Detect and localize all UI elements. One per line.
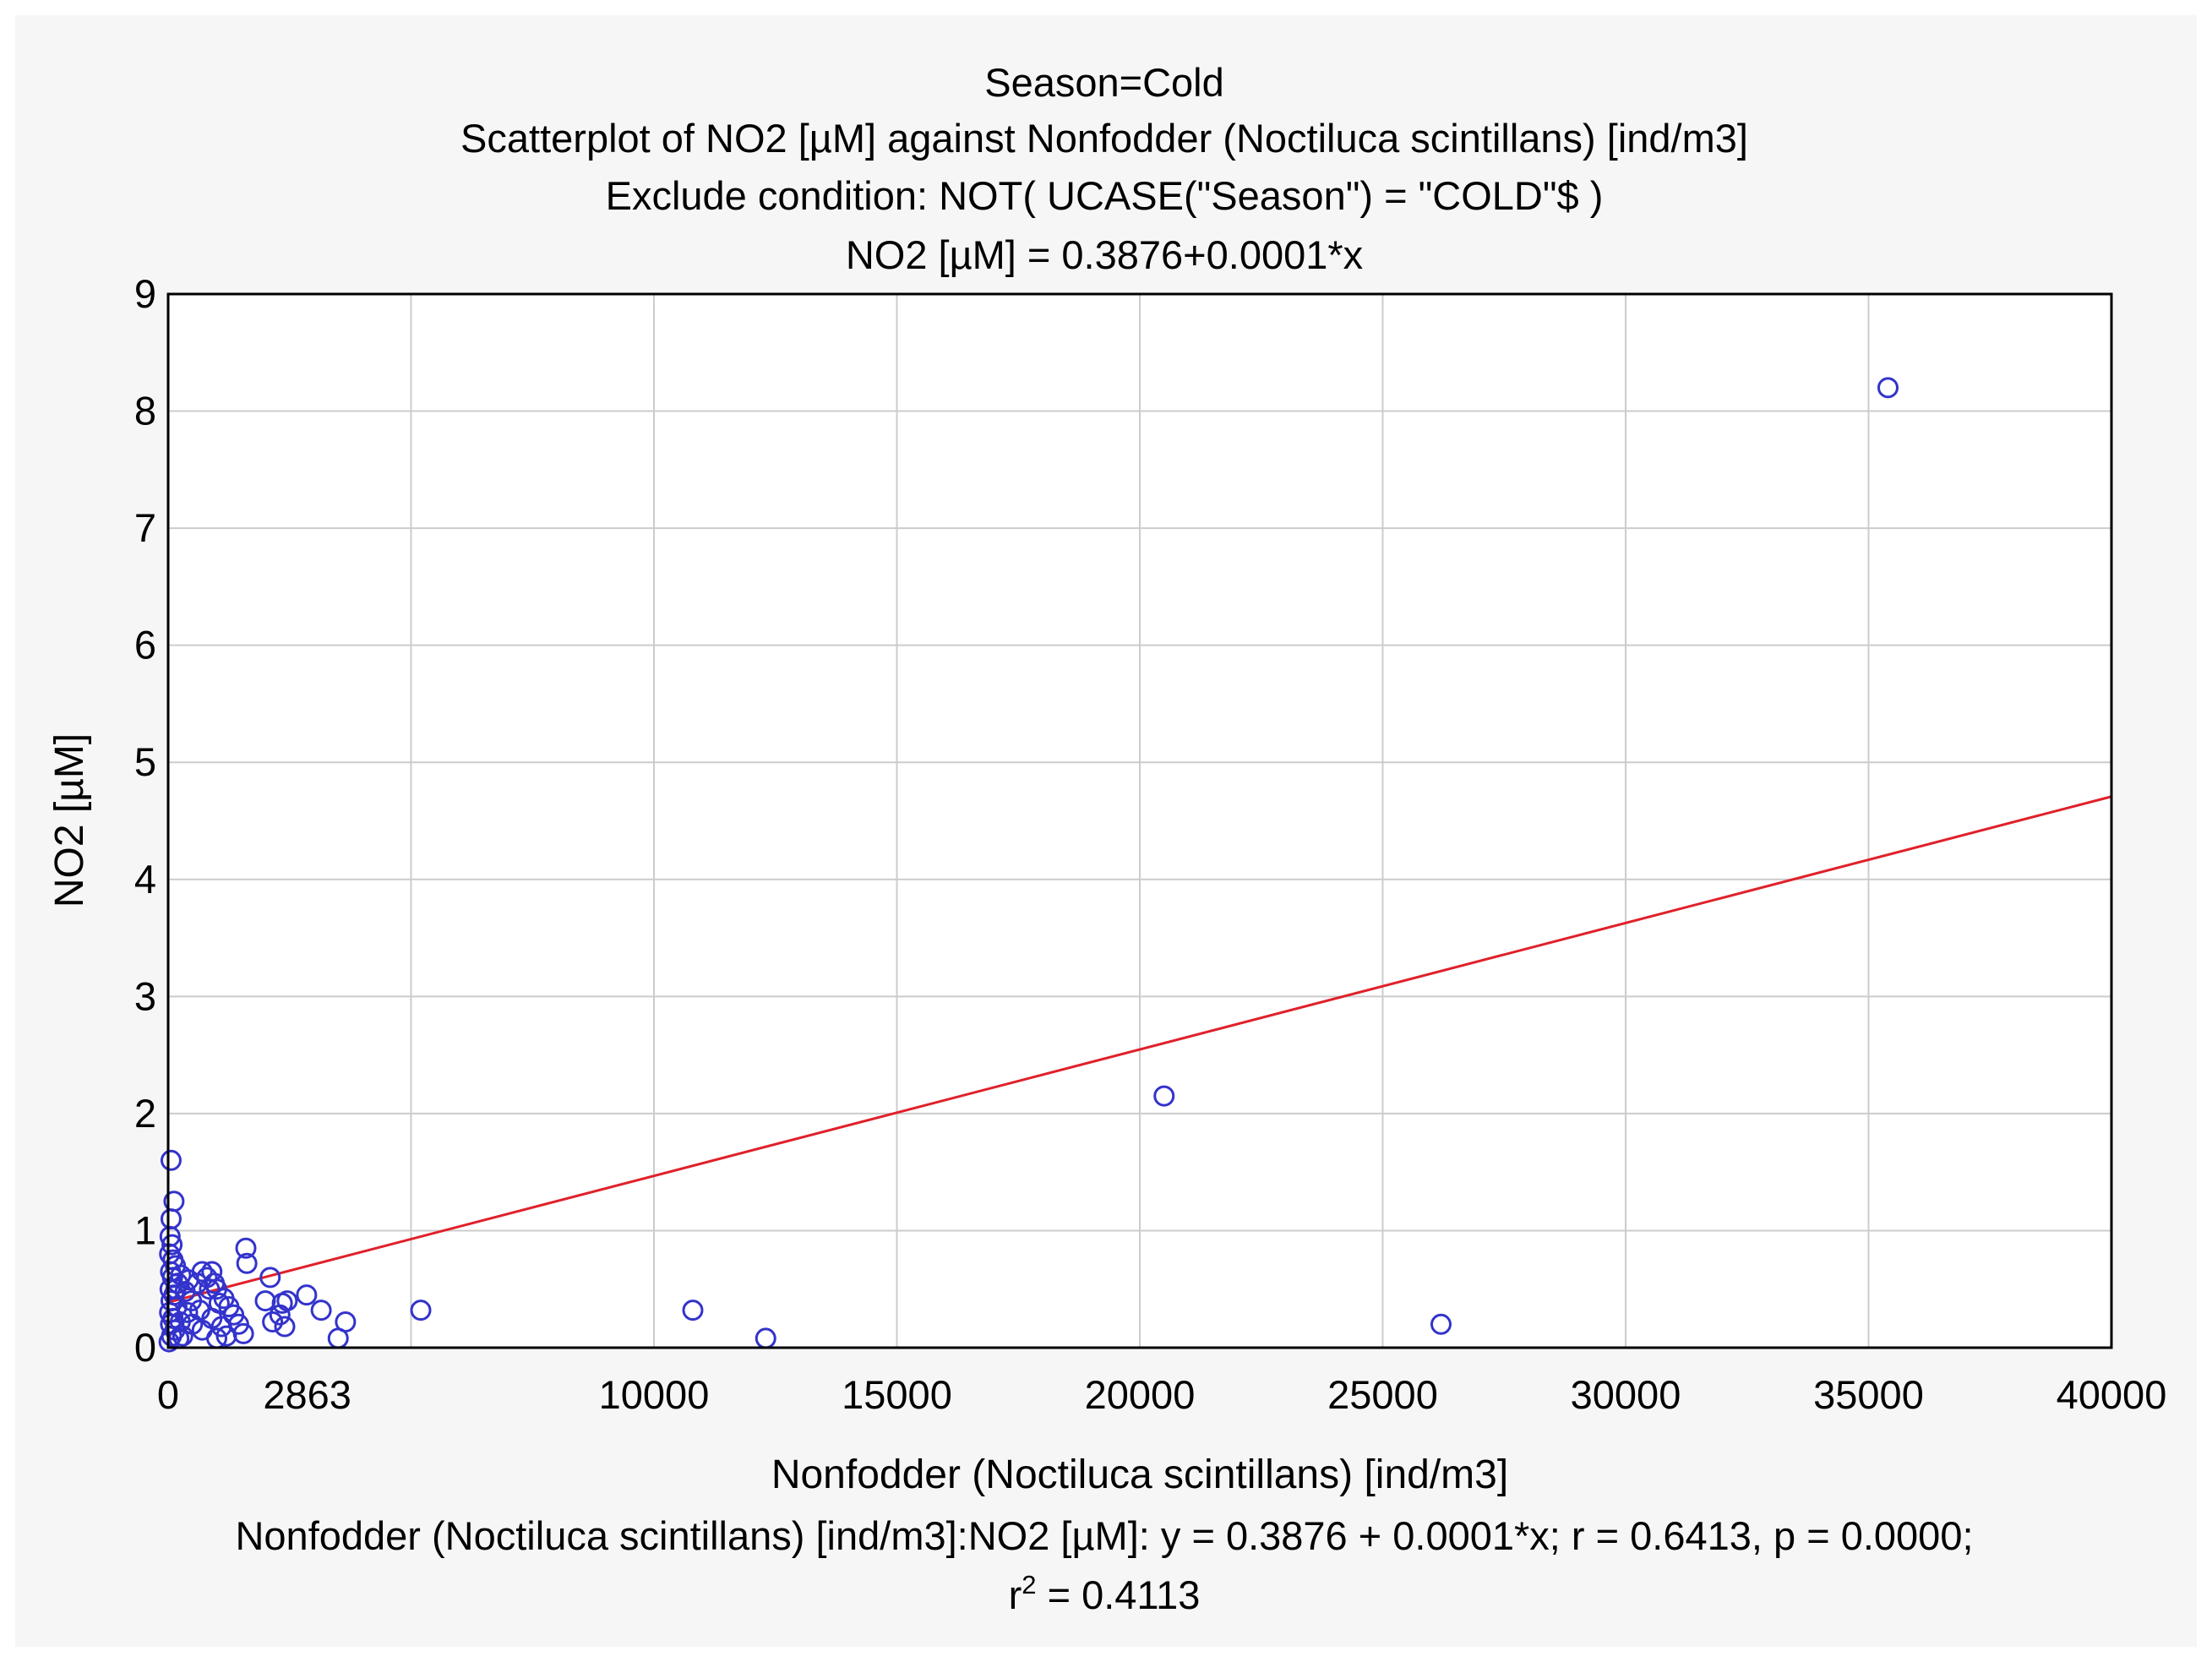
data-point [335,1311,357,1333]
r-squared-number: = 0.4113 [1037,1572,1201,1617]
data-point [259,1267,281,1289]
chart-title: Season=Cold Scatterplot of NO2 [µM] agai… [460,60,1748,277]
y-tick-label: 1 [134,1207,156,1252]
data-point [296,1284,318,1306]
data-point [410,1300,432,1321]
y-tick-label: 3 [134,973,156,1018]
data-point [160,1149,182,1171]
x-tick-label: 0 [157,1372,179,1417]
data-point [169,1311,191,1333]
data-point [235,1237,257,1259]
data-point [274,1316,296,1338]
data-point [165,1278,187,1300]
y-tick-label: 0 [134,1325,156,1370]
y-tick-label: 8 [134,389,156,433]
scatterplot-chart: Season=Cold Scatterplot of NO2 [µM] agai… [47,60,2166,1617]
x-tick-label: 10000 [599,1372,710,1417]
data-points [158,377,1899,1353]
x-axis-tick-labels: 0 2863 10000 15000 20000 25000 30000 35000 40000 [157,1372,2166,1417]
regression-line [167,795,2112,1304]
title-line-season: Season=Cold [984,60,1224,105]
chart-panel: Season=Cold Scatterplot of NO2 [µM] agai… [15,15,2197,1647]
r-squared-exponent: 2 [1022,1570,1036,1599]
x-tick-label: 20000 [1085,1372,1196,1417]
title-line-scatterplot: Scatterplot of NO2 [µM] against Nonfodde… [460,116,1748,161]
y-axis-label: NO2 [µM] [47,733,92,907]
data-point [682,1300,704,1321]
regression-summary: Nonfodder (Noctiluca scintillans) [ind/m… [235,1513,1973,1558]
x-axis-label: Nonfodder (Noctiluca scintillans) [ind/m… [771,1452,1508,1497]
data-point [276,1290,298,1312]
x-tick-label: 25000 [1327,1372,1438,1417]
data-point [262,1311,284,1333]
title-line-exclude-condition: Exclude condition: NOT( UCASE("Season") … [606,173,1604,218]
x-tick-label: 40000 [2057,1372,2167,1417]
x-tick-label: 15000 [842,1372,952,1417]
y-tick-label: 4 [134,857,156,902]
data-point [310,1300,332,1321]
x-tick-label: 2863 [263,1372,351,1417]
y-axis-tick-labels: 0 1 2 3 4 5 6 7 8 9 [134,271,156,1370]
title-line-regression-equation: NO2 [µM] = 0.3876+0.0001*x [846,232,1363,277]
y-gridlines [168,410,2111,1232]
y-tick-label: 2 [134,1091,156,1136]
data-point [1153,1085,1175,1107]
x-tick-label: 30000 [1571,1372,1681,1417]
data-point [188,1300,210,1321]
data-point [161,1234,183,1256]
data-point [172,1325,193,1347]
y-tick-label: 5 [134,739,156,784]
x-gridlines [410,294,1870,1348]
data-point [236,1252,258,1274]
x-tick-label: 35000 [1813,1372,1924,1417]
data-point [191,1261,213,1283]
y-tick-label: 9 [134,271,156,316]
r-squared-value: r2 = 0.4113 [1009,1570,1201,1617]
data-point [210,1316,232,1338]
r-squared-prefix: r [1009,1572,1022,1617]
plot-border [166,292,2113,1349]
y-tick-label: 7 [134,505,156,550]
data-point [1877,377,1899,399]
data-point [159,1278,181,1300]
y-tick-label: 6 [134,623,156,668]
data-point [1430,1313,1452,1335]
regression-line-group [167,795,2112,1304]
